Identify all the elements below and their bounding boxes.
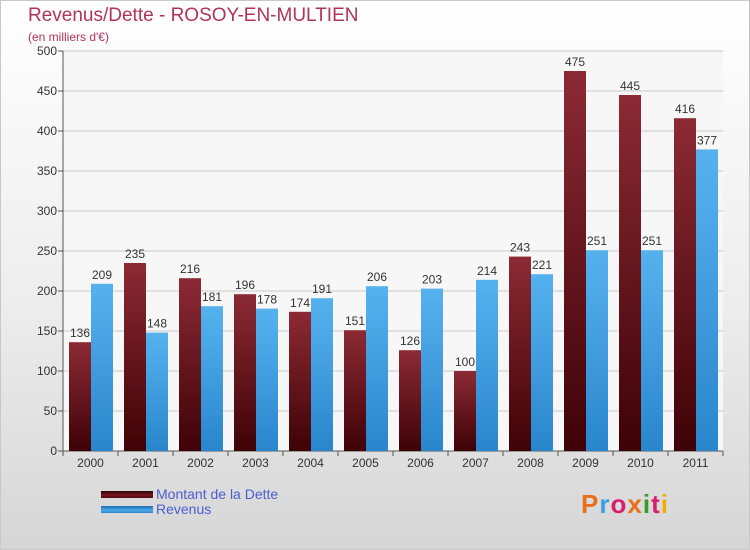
y-tick-label: 150 bbox=[37, 324, 57, 338]
bar-revenue bbox=[696, 149, 718, 451]
data-label-revenue: 178 bbox=[257, 293, 277, 307]
legend-swatch-revenus bbox=[101, 506, 153, 513]
x-tick-label: 2005 bbox=[352, 456, 379, 470]
data-label-revenue: 203 bbox=[422, 273, 442, 287]
data-label-revenue: 181 bbox=[202, 290, 222, 304]
data-label-debt: 216 bbox=[180, 262, 200, 276]
bar-debt bbox=[454, 371, 476, 451]
y-tick-label: 300 bbox=[37, 204, 57, 218]
data-label-revenue: 206 bbox=[367, 270, 387, 284]
bar-debt bbox=[674, 118, 696, 451]
x-tick-label: 2011 bbox=[683, 456, 709, 470]
bar-debt bbox=[179, 278, 201, 451]
data-label-revenue: 214 bbox=[477, 264, 497, 278]
legend-swatch-dette bbox=[101, 491, 153, 498]
y-tick-label: 400 bbox=[37, 124, 57, 138]
y-tick-label: 100 bbox=[37, 364, 57, 378]
legend-label-revenus: Revenus bbox=[156, 501, 212, 517]
logo-letter: x bbox=[627, 489, 643, 519]
logo-letter: i bbox=[660, 489, 669, 519]
bar-debt bbox=[399, 350, 421, 451]
logo-letter: i bbox=[642, 489, 652, 519]
legend-label-dette: Montant de la Dette bbox=[156, 486, 279, 502]
logo-letter: r bbox=[599, 489, 611, 519]
proxiti-logo: Proxiti bbox=[581, 489, 669, 520]
data-label-debt: 136 bbox=[70, 326, 90, 340]
bar-revenue bbox=[476, 279, 498, 451]
data-label-revenue: 251 bbox=[642, 234, 662, 248]
data-label-debt: 445 bbox=[620, 79, 640, 93]
x-tick-label: 2003 bbox=[242, 456, 269, 470]
bar-debt bbox=[124, 263, 146, 451]
y-tick-label: 500 bbox=[37, 44, 57, 58]
data-label-revenue: 209 bbox=[92, 268, 112, 282]
bar-debt bbox=[69, 342, 91, 451]
x-tick-label: 2002 bbox=[187, 456, 214, 470]
x-tick-label: 2009 bbox=[572, 456, 599, 470]
bar-debt bbox=[344, 330, 366, 451]
chart-subtitle: (en milliers d'€) bbox=[28, 30, 109, 44]
bar-revenue bbox=[256, 308, 278, 451]
logo-letter: t bbox=[651, 489, 661, 519]
bar-debt bbox=[289, 311, 311, 451]
x-tick-label: 2006 bbox=[407, 456, 434, 470]
data-label-debt: 475 bbox=[565, 55, 585, 69]
y-tick-label: 350 bbox=[37, 164, 57, 178]
logo-letter: P bbox=[581, 489, 600, 519]
chart-title: Revenus/Dette - ROSOY-EN-MULTIEN bbox=[28, 5, 359, 26]
bar-revenue bbox=[91, 283, 113, 451]
x-tick-label: 2007 bbox=[462, 456, 489, 470]
y-tick-label: 0 bbox=[50, 444, 57, 458]
x-tick-label: 2001 bbox=[132, 456, 159, 470]
x-tick-label: 2010 bbox=[627, 456, 654, 470]
data-label-debt: 174 bbox=[290, 296, 310, 310]
bar-revenue bbox=[421, 288, 443, 451]
bar-debt bbox=[619, 95, 641, 451]
data-label-debt: 235 bbox=[125, 247, 145, 261]
bar-revenue bbox=[366, 286, 388, 451]
data-label-revenue: 221 bbox=[532, 258, 552, 272]
data-label-debt: 243 bbox=[510, 241, 530, 255]
bar-revenue bbox=[531, 274, 553, 451]
y-tick-label: 200 bbox=[37, 284, 57, 298]
data-label-debt: 151 bbox=[345, 314, 365, 328]
bar-revenue bbox=[586, 250, 608, 451]
bar-debt bbox=[564, 71, 586, 451]
data-label-revenue: 191 bbox=[312, 282, 332, 296]
x-tick-label: 2004 bbox=[297, 456, 324, 470]
y-tick-label: 450 bbox=[37, 84, 57, 98]
bar-revenue bbox=[311, 298, 333, 451]
data-label-revenue: 251 bbox=[587, 234, 607, 248]
y-tick-label: 250 bbox=[37, 244, 57, 258]
data-label-debt: 100 bbox=[455, 355, 475, 369]
y-tick-label: 50 bbox=[44, 404, 58, 418]
data-label-debt: 416 bbox=[675, 102, 695, 116]
bar-debt bbox=[234, 294, 256, 451]
x-tick-label: 2000 bbox=[77, 456, 104, 470]
data-label-revenue: 377 bbox=[697, 133, 717, 147]
logo-letter: o bbox=[610, 489, 628, 519]
bar-revenue bbox=[641, 250, 663, 451]
x-tick-label: 2008 bbox=[517, 456, 544, 470]
data-label-revenue: 148 bbox=[147, 317, 167, 331]
data-label-debt: 126 bbox=[400, 334, 420, 348]
data-label-debt: 196 bbox=[235, 278, 255, 292]
bar-revenue bbox=[201, 306, 223, 451]
bar-revenue bbox=[146, 332, 168, 451]
bar-debt bbox=[509, 256, 531, 451]
